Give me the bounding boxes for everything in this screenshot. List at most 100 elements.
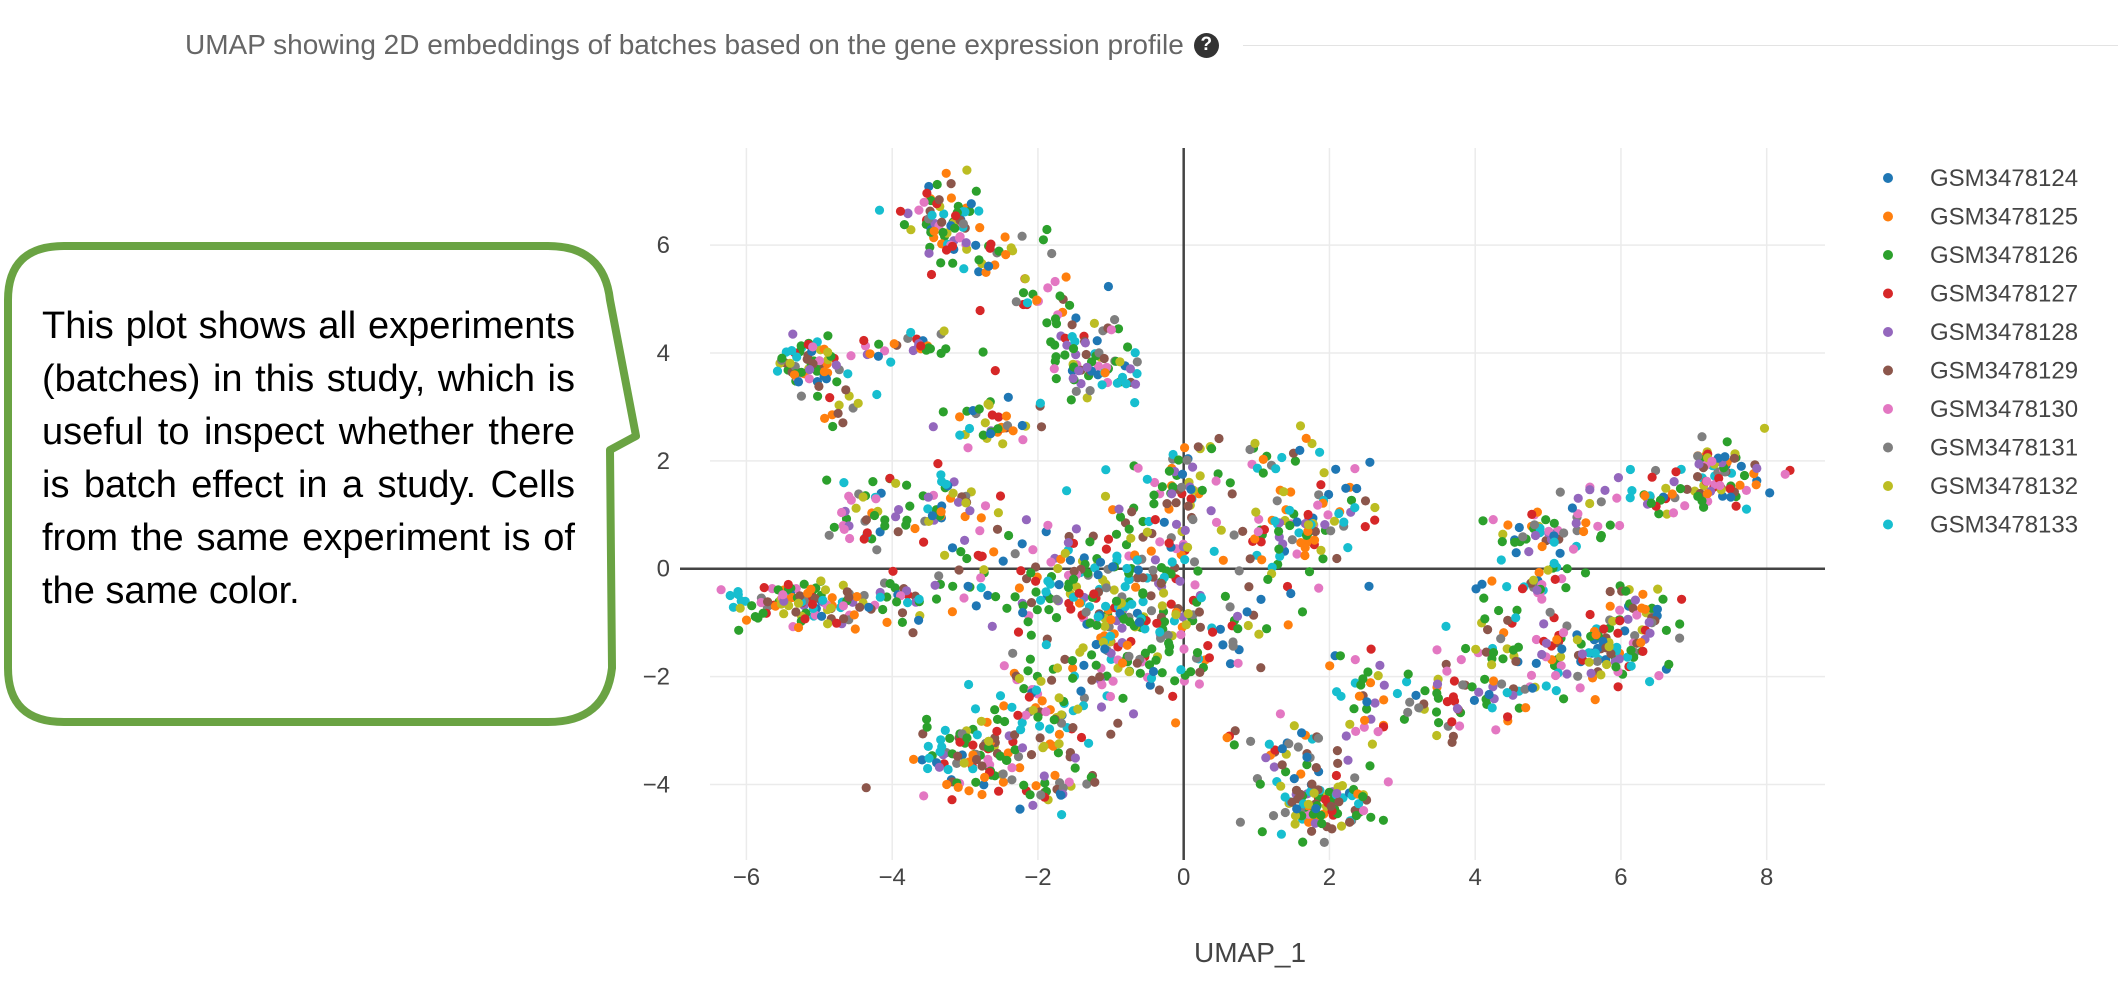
data-point [1281,767,1291,777]
data-point [984,736,994,746]
data-point [1399,714,1409,724]
data-point [1254,514,1264,524]
data-point [1057,810,1067,820]
data-point [1068,373,1078,383]
data-point [787,346,797,356]
data-point [1068,344,1079,354]
data-point [1302,752,1312,762]
data-point [1036,790,1046,800]
data-point [875,592,885,602]
data-point [865,349,875,359]
data-point [1035,733,1045,743]
data-point [1731,501,1741,511]
data-point [1042,224,1052,235]
data-point [725,590,735,601]
data-point [1613,682,1623,692]
data-point [1146,591,1156,601]
legend[interactable]: GSM3478124 GSM3478125 GSM3478126 GSM3478127… [1883,165,2078,539]
data-point [1524,547,1534,557]
y-axis-ticks: −4 −2 0 2 4 6 [643,232,670,798]
data-point [844,592,854,602]
data-point [1081,349,1091,360]
data-point [1596,670,1606,680]
data-point [1004,530,1014,541]
data-point [1359,722,1369,732]
data-point [1054,739,1064,749]
x-tick-label: −4 [879,864,906,891]
data-point [834,400,844,410]
legend-marker [1883,211,1893,222]
data-point [792,352,802,362]
data-point [1146,546,1156,556]
legend-item[interactable]: GSM3478125 [1883,204,2078,231]
question-circle-icon[interactable]: ? [1193,32,1219,58]
data-point [1420,686,1430,696]
data-point [1235,817,1245,827]
data-point [938,227,948,238]
data-point [1148,565,1158,575]
data-point [1282,581,1293,592]
data-point [1150,555,1160,565]
data-point [1613,628,1623,638]
x-tick-label: 4 [1469,864,1482,891]
data-point [1195,471,1205,481]
data-point [1264,739,1274,749]
data-point [1149,499,1159,509]
data-point [1559,528,1569,538]
data-point [832,377,842,387]
legend-item[interactable]: GSM3478127 [1883,281,2078,308]
data-point [1000,716,1010,727]
data-point [1534,567,1544,578]
data-point [855,602,865,612]
data-point [1192,648,1203,658]
data-point [1013,710,1023,720]
legend-item[interactable]: GSM3478131 [1883,435,2078,462]
data-point [947,543,958,553]
data-point [1332,746,1342,756]
data-point [1152,618,1162,628]
data-point [1300,543,1310,553]
data-point [1736,461,1746,471]
data-point [793,598,804,608]
data-point [1167,489,1177,499]
legend-item[interactable]: GSM3478129 [1883,358,2078,385]
data-point [1111,529,1122,539]
data-point [800,614,810,624]
legend-item[interactable]: GSM3478133 [1883,512,2078,539]
legend-item[interactable]: GSM3478132 [1883,473,2078,500]
legend-item[interactable]: GSM3478128 [1883,319,2078,346]
data-point [1167,557,1177,567]
data-point [1071,386,1081,396]
data-point [1612,493,1622,503]
legend-label: GSM3478125 [1930,204,2078,231]
data-point [1024,692,1034,702]
data-point [1215,624,1225,634]
data-point [1350,503,1360,513]
data-point [1360,496,1371,506]
data-point [1162,499,1172,509]
data-point [1573,671,1583,681]
data-point [1555,548,1565,558]
data-point [919,791,929,801]
data-point [1596,533,1606,543]
data-point [1051,319,1062,329]
data-point [1675,619,1685,629]
data-point [938,407,948,417]
data-point [1111,596,1122,606]
legend-item[interactable]: GSM3478130 [1883,396,2078,423]
legend-item[interactable]: GSM3478124 [1883,165,2078,192]
data-point [1044,605,1054,615]
data-point [1121,379,1131,389]
legend-marker [1883,288,1893,299]
data-point [1638,646,1648,657]
data-point [1043,520,1053,530]
legend-item[interactable]: GSM3478126 [1883,242,2078,269]
data-point [1085,618,1095,628]
data-point [1159,517,1169,527]
data-point [1584,657,1594,667]
data-point [1327,824,1337,834]
data-point [1343,755,1353,765]
data-point [1356,680,1366,690]
data-point [984,261,994,271]
